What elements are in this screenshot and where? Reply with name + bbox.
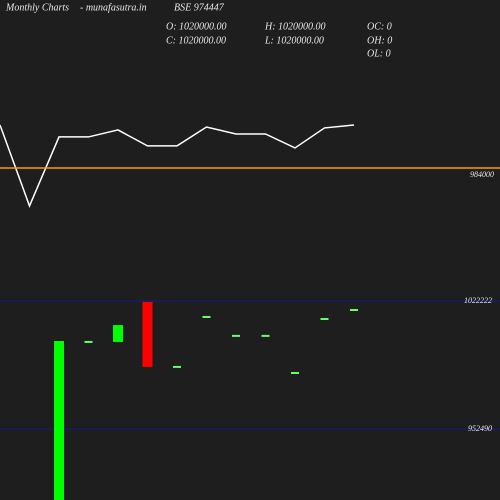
close-info: C: 1020000.00 <box>166 35 226 46</box>
site-name: - munafasutra.in <box>80 2 147 13</box>
y-tick-label: 1022222 <box>464 296 492 305</box>
candle-flat <box>350 309 358 312</box>
candle-flat <box>202 315 211 318</box>
candle-body <box>54 341 64 500</box>
high-info: H: 1020000.00 <box>264 21 326 32</box>
candle-flat <box>232 334 240 337</box>
candle-flat <box>173 365 181 368</box>
oh-info: OH: 0 <box>367 35 392 46</box>
y-tick-label: 984000 <box>470 170 494 179</box>
symbol: BSE 974447 <box>174 2 225 13</box>
oc-info: OC: 0 <box>367 21 392 32</box>
candle-body <box>142 301 153 367</box>
indicator-line <box>0 124 355 208</box>
candle-flat <box>320 318 329 321</box>
y-tick-label: 952490 <box>468 424 492 433</box>
candle-flat <box>261 334 270 337</box>
candle-flat <box>291 371 299 374</box>
ol-info: OL: 0 <box>367 48 391 59</box>
candle-body <box>113 325 123 342</box>
low-info: L: 1020000.00 <box>264 35 324 46</box>
open-info: O: 1020000.00 <box>166 21 227 32</box>
candle-flat <box>84 340 93 343</box>
chart-label: Monthly Charts <box>5 2 69 13</box>
